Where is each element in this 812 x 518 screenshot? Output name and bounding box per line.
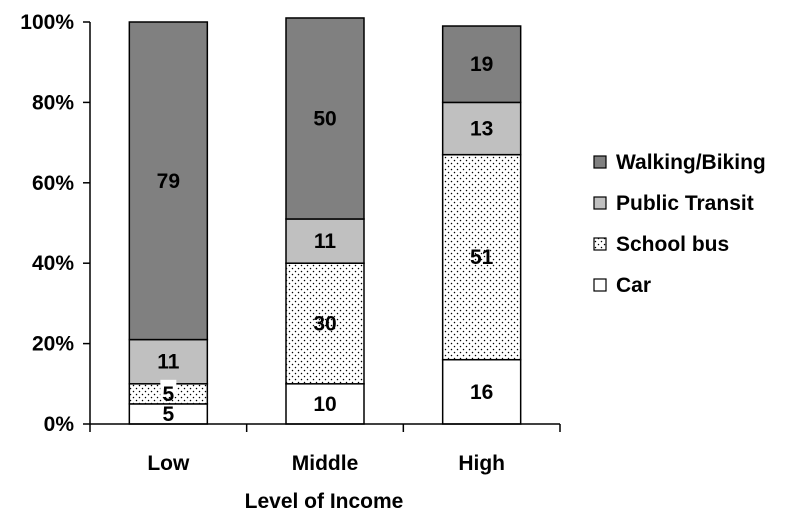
data-label-high-car: 16 [470,381,493,404]
data-label-low-walking-biking: 79 [157,170,180,193]
data-label-middle-school-bus: 30 [313,313,336,336]
data-labels: 55 11 79 10 30 11 50 16 51 13 19 [157,53,494,426]
legend-label-public-transit: Public Transit [616,192,754,215]
bar-segment-high-school-bus [441,153,522,361]
x-tick-label: Middle [292,452,359,475]
legend-swatch-public-transit [593,196,607,210]
y-tick-label: 60% [32,172,74,195]
bar-segment-middle-car [285,383,365,425]
data-label-high-walking-biking: 19 [470,53,493,76]
y-tick-label: 80% [32,91,74,114]
legend-label-school-bus: School bus [616,233,729,256]
bar-segment-low-walking-biking [128,21,209,341]
y-tick-label: 0% [44,413,75,436]
data-label-low-car: 5 [162,403,174,426]
plot-area [128,17,522,425]
data-label-background [160,379,177,397]
bar-segment-middle-public-transit [285,218,365,264]
bar-segment-high-walking-biking [441,25,522,104]
axes: 0% 20% 40% 60% 80% 100% Low Middle High [20,11,561,475]
bar-segment-high-car [441,358,522,425]
bar-segment-middle-walking-biking [285,17,365,220]
legend-swatch-school-bus [593,237,607,251]
data-label-low-public-transit: 11 [157,351,180,374]
x-tick-label: High [458,452,505,475]
legend: Walking/Biking Public Transit School bus Ca… [593,151,766,297]
data-label-high-school-bus: 51 [470,246,494,269]
data-label-high-public-transit: 13 [470,118,493,141]
x-tick-label: Low [147,452,190,475]
legend-swatch-walking-biking [593,155,607,169]
data-label-middle-car: 10 [313,393,336,416]
data-label-middle-public-transit: 11 [314,230,337,253]
y-tick-label: 40% [32,252,74,275]
data-label-middle-walking-biking: 50 [313,107,336,130]
data-label-low-school-bus: 5 [162,383,174,406]
legend-label-walking-biking: Walking/Biking [616,151,766,174]
y-tick-label: 100% [20,11,74,34]
legend-label-car: Car [616,274,651,297]
x-axis-title: Level of Income [245,490,404,513]
legend-swatch-car [593,278,607,292]
y-tick-label: 20% [32,333,74,356]
